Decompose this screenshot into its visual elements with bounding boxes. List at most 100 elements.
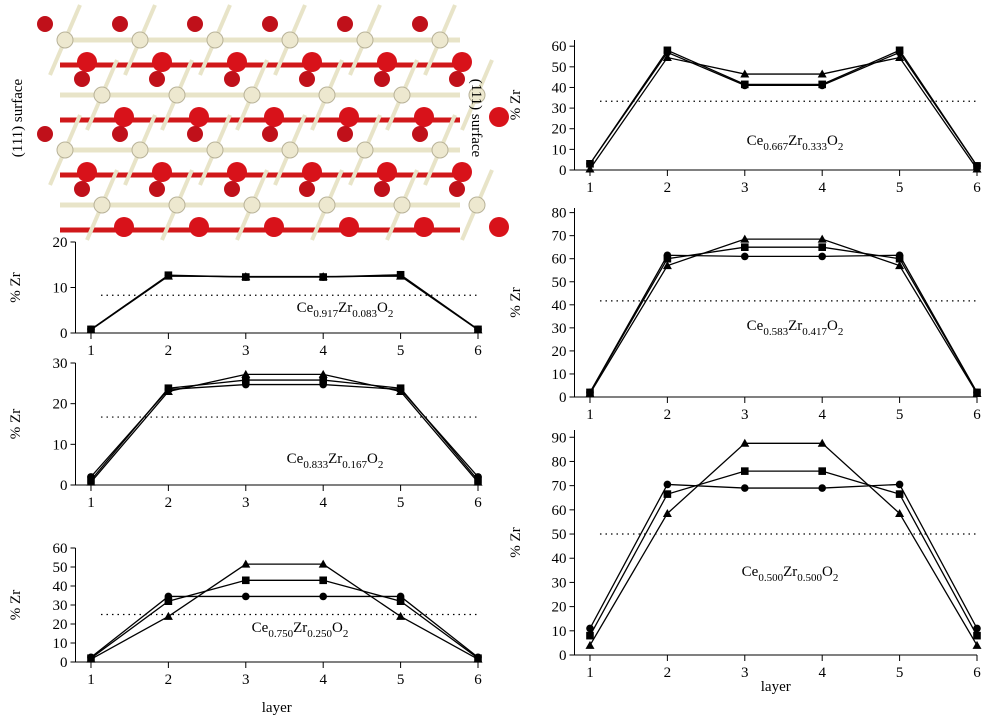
o-atom bbox=[339, 217, 359, 237]
o-atom bbox=[37, 16, 53, 32]
x-tick-label: 4 bbox=[319, 495, 327, 511]
marker-circle bbox=[895, 480, 904, 489]
x-tick-label: 5 bbox=[397, 672, 405, 688]
marker-square bbox=[663, 490, 672, 498]
marker-square bbox=[164, 597, 173, 605]
marker-square bbox=[973, 631, 981, 640]
o-atom bbox=[227, 162, 247, 182]
metal-atom bbox=[56, 141, 74, 159]
o-atom bbox=[224, 71, 240, 87]
o-atom bbox=[449, 181, 465, 197]
o-atom bbox=[337, 16, 353, 32]
y-axis-label: % Zr bbox=[8, 590, 24, 620]
metal-atom bbox=[431, 141, 449, 159]
x-tick-label: 3 bbox=[741, 665, 749, 681]
marker-triangle bbox=[473, 654, 483, 663]
metal-atom bbox=[131, 31, 149, 49]
metal-atom bbox=[393, 86, 411, 104]
marker-circle bbox=[586, 624, 594, 633]
metal-atom bbox=[468, 196, 486, 214]
subscript: 0.833 bbox=[303, 459, 328, 471]
composition-label: Ce0.750Zr0.250O2 bbox=[252, 620, 349, 640]
metal-atom bbox=[281, 141, 299, 159]
marker-triangle bbox=[473, 325, 483, 334]
o-atom bbox=[299, 181, 315, 197]
element-symbol: O bbox=[822, 564, 833, 580]
marker-triangle bbox=[163, 386, 173, 395]
element-symbol: O bbox=[332, 620, 343, 636]
o-atom bbox=[112, 16, 128, 32]
o-atom bbox=[152, 52, 172, 72]
y-tick-label: 0 bbox=[60, 326, 68, 342]
x-tick-label: 6 bbox=[474, 672, 482, 688]
series-line bbox=[90, 274, 479, 330]
o-atom bbox=[187, 16, 203, 32]
y-tick-label: 80 bbox=[552, 454, 567, 470]
x-axis-label: layer bbox=[761, 679, 791, 695]
surface-label: (111) surface bbox=[10, 78, 26, 157]
element-symbol: O bbox=[377, 300, 388, 316]
o-atom bbox=[412, 16, 428, 32]
marker-triangle bbox=[396, 386, 406, 395]
x-tick-label: 2 bbox=[165, 343, 173, 359]
x-tick-label: 3 bbox=[741, 407, 749, 423]
y-tick-label: 10 bbox=[552, 367, 567, 383]
o-atom bbox=[377, 162, 397, 182]
element-symbol: Ce bbox=[297, 300, 314, 316]
subscript: 2 bbox=[343, 628, 349, 640]
y-tick-label: 70 bbox=[552, 479, 567, 495]
series-line bbox=[90, 595, 479, 658]
y-tick-label: 50 bbox=[552, 275, 567, 291]
y-tick-label: 0 bbox=[60, 655, 68, 671]
subscript: 0.583 bbox=[763, 326, 788, 338]
x-tick-label: 6 bbox=[474, 343, 482, 359]
marker-square bbox=[319, 576, 327, 585]
series-line bbox=[90, 383, 479, 478]
marker-square bbox=[895, 254, 904, 263]
o-atom bbox=[452, 162, 472, 182]
metal-atom bbox=[93, 196, 111, 214]
marker-square bbox=[319, 376, 327, 384]
y-tick-label: 10 bbox=[53, 281, 68, 297]
y-tick-label: 40 bbox=[53, 579, 68, 595]
marker-triangle bbox=[86, 654, 96, 663]
metal-atom bbox=[243, 86, 261, 104]
marker-square bbox=[818, 80, 826, 89]
metal-atom bbox=[168, 86, 186, 104]
marker-triangle bbox=[817, 69, 827, 78]
x-tick-label: 5 bbox=[896, 180, 904, 196]
y-tick-label: 20 bbox=[53, 235, 68, 251]
crystal-structure bbox=[37, 4, 509, 241]
marker-triangle bbox=[396, 611, 406, 620]
y-axis-label: % Zr bbox=[8, 409, 24, 439]
marker-triangle bbox=[241, 369, 251, 378]
metal-atom bbox=[281, 31, 299, 49]
o-atom bbox=[337, 126, 353, 142]
marker-circle bbox=[241, 592, 250, 601]
marker-triangle bbox=[662, 53, 672, 62]
y-axis-label: % Zr bbox=[508, 287, 524, 317]
marker-triangle bbox=[740, 69, 750, 78]
marker-circle bbox=[818, 484, 826, 492]
y-tick-label: 20 bbox=[552, 344, 567, 360]
o-atom bbox=[114, 217, 134, 237]
series-line bbox=[90, 579, 479, 659]
marker-triangle bbox=[895, 508, 905, 517]
x-tick-label: 1 bbox=[586, 180, 594, 196]
composition-label: Ce0.833Zr0.167O2 bbox=[287, 451, 384, 471]
y-tick-label: 80 bbox=[552, 206, 567, 222]
y-tick-label: 0 bbox=[559, 163, 567, 179]
element-symbol: Ce bbox=[252, 620, 269, 636]
series-line bbox=[589, 442, 978, 646]
element-symbol: Zr bbox=[338, 300, 352, 316]
o-atom bbox=[37, 126, 53, 142]
series-line bbox=[589, 56, 978, 170]
y-tick-label: 60 bbox=[552, 39, 567, 55]
marker-circle bbox=[740, 252, 749, 261]
y-tick-label: 30 bbox=[552, 321, 567, 337]
metal-atom bbox=[206, 31, 224, 49]
y-tick-label: 30 bbox=[552, 101, 567, 117]
y-tick-label: 40 bbox=[552, 551, 567, 567]
x-tick-label: 4 bbox=[319, 343, 327, 359]
marker-square bbox=[818, 467, 826, 475]
